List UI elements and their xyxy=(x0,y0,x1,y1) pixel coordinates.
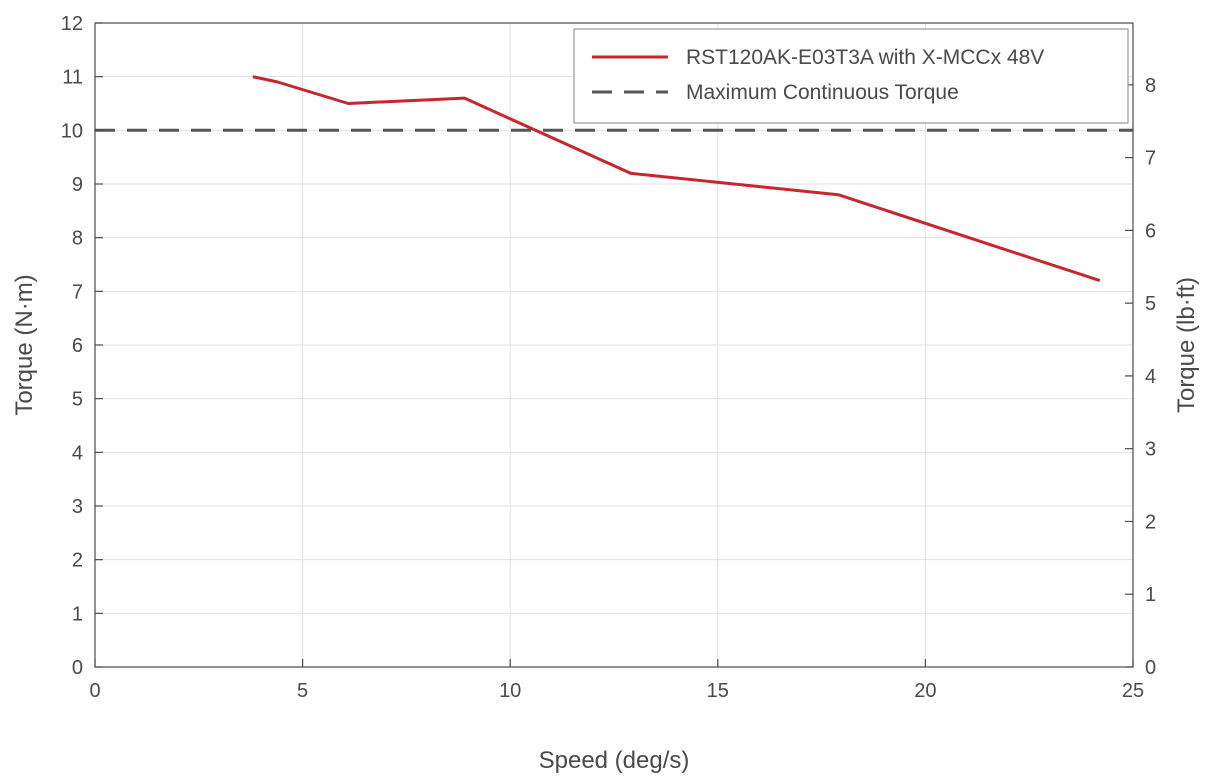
y-tick-label: 3 xyxy=(72,496,83,518)
x-tick-label: 0 xyxy=(89,680,100,702)
y-tick-label: 11 xyxy=(62,67,83,89)
torque-curve-line xyxy=(252,75,1101,283)
y-tick-label: 9 xyxy=(72,174,83,196)
y-tick-label: 10 xyxy=(61,120,83,142)
y2-tick-label: 6 xyxy=(1145,220,1156,242)
y2-tick-label: 7 xyxy=(1145,148,1156,170)
legend-label-series: RST120AK-E03T3A with X-MCCx 48V xyxy=(686,46,1044,69)
y-tick-label: 1 xyxy=(72,603,83,625)
x-tick-label: 10 xyxy=(499,680,521,702)
y2-tick-label: 5 xyxy=(1145,293,1156,315)
y-axis-right: 0 1 2 3 4 5 6 7 8 xyxy=(1125,75,1156,679)
y-tick-label: 5 xyxy=(72,389,83,411)
y2-tick-label: 0 xyxy=(1145,657,1156,679)
x-tick-label: 5 xyxy=(297,680,308,702)
series-layer xyxy=(95,75,1133,283)
y-tick-label: 8 xyxy=(72,228,83,250)
x-axis: 0 5 10 15 20 25 xyxy=(89,659,1144,702)
y-tick-label: 4 xyxy=(72,442,83,464)
y2-tick-label: 3 xyxy=(1145,439,1156,461)
x-axis-title: Speed (deg/s) xyxy=(539,747,690,774)
y-tick-label: 2 xyxy=(72,550,83,572)
x-tick-label: 25 xyxy=(1122,680,1144,702)
y-tick-label: 12 xyxy=(61,13,83,35)
y2-axis-title: Torque (lb·ft) xyxy=(1173,277,1200,413)
y-tick-label: 7 xyxy=(72,281,83,303)
y-tick-label: 6 xyxy=(72,335,83,357)
y-axis-title: Torque (N·m) xyxy=(11,274,38,415)
y2-tick-label: 8 xyxy=(1145,75,1156,97)
legend-box xyxy=(573,28,1129,124)
y2-tick-label: 1 xyxy=(1145,584,1156,606)
y-tick-label: 0 xyxy=(72,657,83,679)
y2-tick-label: 2 xyxy=(1145,511,1156,533)
y2-tick-label: 4 xyxy=(1145,366,1156,388)
x-tick-label: 15 xyxy=(707,680,729,702)
x-tick-label: 20 xyxy=(914,680,936,702)
legend: RST120AK-E03T3A with X-MCCx 48V Maximum … xyxy=(573,28,1129,124)
legend-label-max-continuous: Maximum Continuous Torque xyxy=(686,81,959,104)
